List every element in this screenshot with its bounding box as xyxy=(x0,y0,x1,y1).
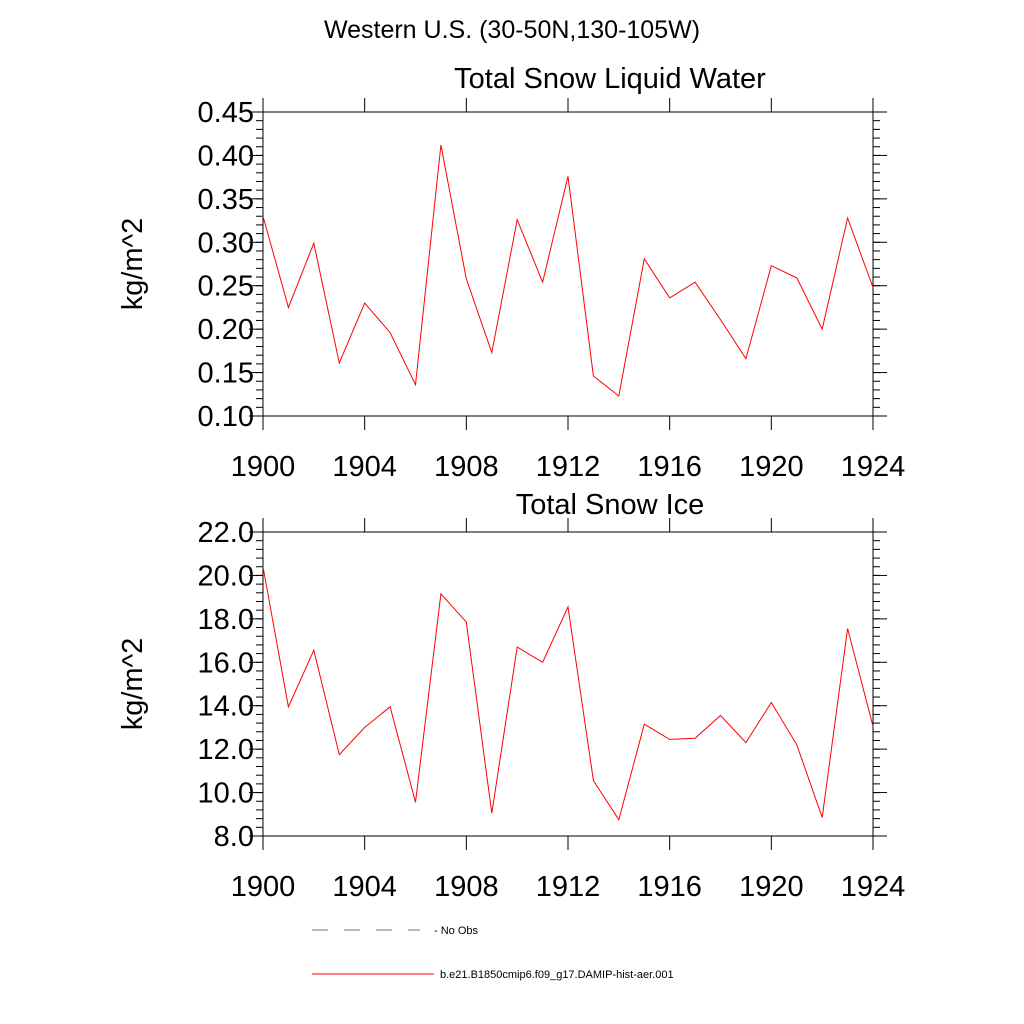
panel-1-ylabel: kg/m^2 xyxy=(117,218,149,311)
panel-2-ytick-label: 12.0 xyxy=(198,734,254,766)
panel-2-title: Total Snow Ice xyxy=(516,489,705,521)
panel-1-xtick-label: 1908 xyxy=(434,451,499,483)
panel-2-ytick-label: 18.0 xyxy=(198,604,254,636)
panel-1-ytick-label: 0.45 xyxy=(198,97,254,129)
legend-label-no-obs: - No Obs xyxy=(434,925,479,937)
panel-1-xtick-label: 1920 xyxy=(739,451,804,483)
panel-2-xtick-label: 1900 xyxy=(231,871,296,903)
panel-1-series-line xyxy=(262,144,874,397)
panel-1-xtick-label: 1912 xyxy=(536,451,601,483)
panel-1-title: Total Snow Liquid Water xyxy=(454,63,766,95)
panel-1-ytick-label: 0.25 xyxy=(198,271,254,303)
panel-1-xtick-label: 1924 xyxy=(841,451,906,483)
panel-2-ytick-label: 10.0 xyxy=(198,778,254,810)
panel-1-ytick-label: 0.30 xyxy=(198,227,254,259)
panel-2-ytick-label: 8.0 xyxy=(214,821,254,853)
panel-1-xtick-label: 1900 xyxy=(231,451,296,483)
panel-1-ytick-label: 0.35 xyxy=(198,184,254,216)
panel-2-ylabel: kg/m^2 xyxy=(117,638,149,731)
figure-suptitle: Western U.S. (30-50N,130-105W) xyxy=(323,16,701,44)
panel-2-ytick-label: 20.0 xyxy=(198,560,254,592)
panel-1-ytick-label: 0.10 xyxy=(198,401,254,433)
panel-2-xtick-label: 1904 xyxy=(332,871,397,903)
legend-label-model: b.e21.B1850cmip6.f09_g17.DAMIP-hist-aer.… xyxy=(440,969,674,981)
panel-2-series-line xyxy=(262,566,874,821)
panel-1-plot-frame xyxy=(262,111,874,417)
panel-1-ytick-label: 0.40 xyxy=(198,140,254,172)
panel-2-xtick-label: 1916 xyxy=(637,871,702,903)
panel-1-xtick-label: 1916 xyxy=(637,451,702,483)
panel-2-xtick-label: 1920 xyxy=(739,871,804,903)
panel-2-plot-frame xyxy=(262,531,874,837)
panel-2-xtick-label: 1908 xyxy=(434,871,499,903)
panel-1-ytick-label: 0.20 xyxy=(198,314,254,346)
panel-1-xtick-label: 1904 xyxy=(332,451,397,483)
panel-2-xtick-label: 1912 xyxy=(536,871,601,903)
panel-2-xtick-label: 1924 xyxy=(841,871,906,903)
panel-2-ytick-label: 22.0 xyxy=(198,517,254,549)
panel-2-ytick-label: 14.0 xyxy=(198,691,254,723)
panel-2-ytick-label: 16.0 xyxy=(198,647,254,679)
panel-1-ytick-label: 0.15 xyxy=(198,358,254,390)
